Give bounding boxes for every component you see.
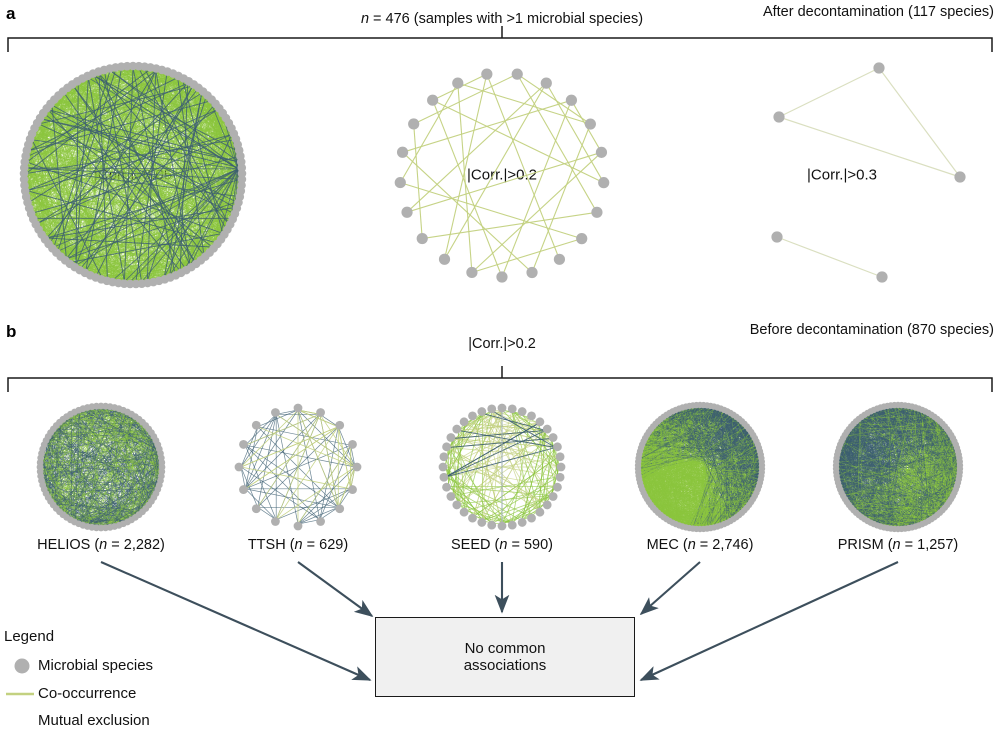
arrow-mec xyxy=(641,562,700,614)
panel-b-right-caption: Before decontamination (870 species) xyxy=(750,322,994,338)
legend-label-microbial-species: Microbial species xyxy=(38,657,153,674)
arrow-ttsh xyxy=(298,562,372,616)
legend-icons xyxy=(6,659,34,720)
panel-a-right-caption: After decontamination (117 species) xyxy=(763,4,994,20)
cohort-label-prism: PRISM (n = 1,257) xyxy=(838,537,959,553)
network-net-ttsh xyxy=(235,404,362,531)
network-threshold-label-2: |Corr.|>0.2 xyxy=(467,167,537,184)
network-net-mec xyxy=(635,402,765,532)
panel-a-center-caption: n = 476 (samples with >1 microbial speci… xyxy=(361,11,643,27)
network-net-helios xyxy=(37,403,166,532)
legend-label-mutual-exclusion: Mutual exclusion xyxy=(38,712,150,729)
cohort-label-mec: MEC (n = 2,746) xyxy=(647,537,754,553)
legend-label-co-occurrence: Co-occurrence xyxy=(38,685,136,702)
network-graphs xyxy=(20,62,966,533)
panel-b-center-caption: |Corr.|>0.2 xyxy=(468,336,536,352)
box-line-2: associations xyxy=(376,657,634,674)
legend-title: Legend xyxy=(4,628,54,645)
box-line-1: No common xyxy=(376,640,634,657)
network-threshold-label-1: |Corr.|>0.05 xyxy=(94,167,172,184)
cohort-label-helios: HELIOS (n = 2,282) xyxy=(37,537,165,553)
panel-a-letter: a xyxy=(6,4,15,24)
panel-b-letter: b xyxy=(6,322,16,342)
no-common-associations-box: No common associations xyxy=(375,617,635,697)
network-net-seed xyxy=(439,404,566,531)
network-net-prism xyxy=(833,402,963,532)
cohort-label-seed: SEED (n = 590) xyxy=(451,537,553,553)
circle-node-icon xyxy=(15,659,30,674)
arrow-prism xyxy=(641,562,898,680)
cohort-label-ttsh: TTSH (n = 629) xyxy=(248,537,348,553)
network-threshold-label-3: |Corr.|>0.3 xyxy=(807,167,877,184)
